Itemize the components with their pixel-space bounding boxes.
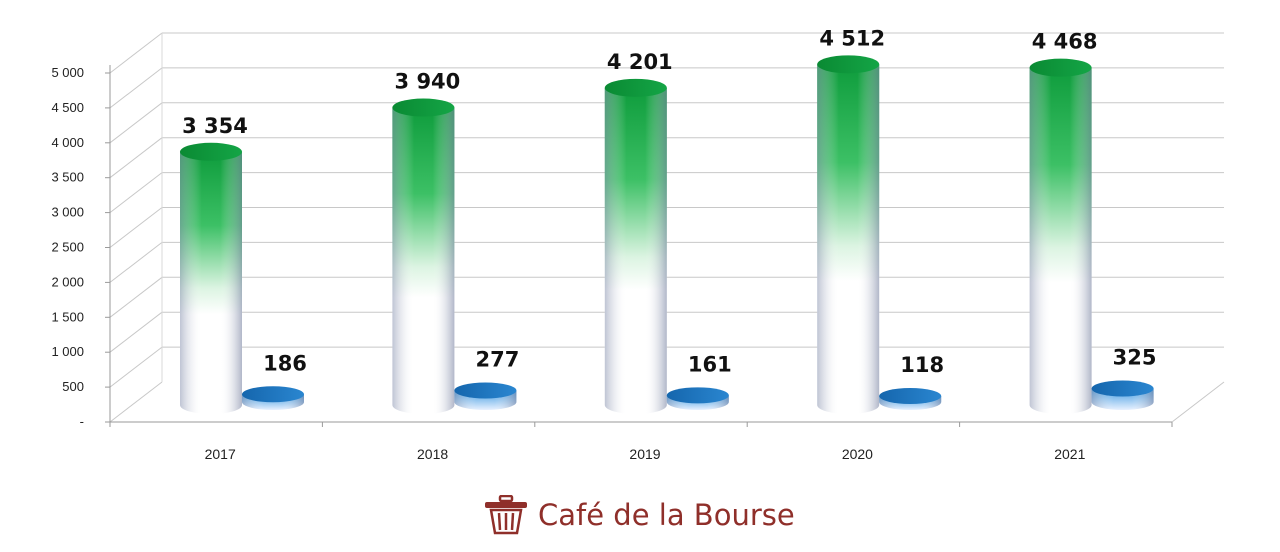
bar-secondary-2020 [879, 388, 942, 410]
bar-primary-2017 [180, 142, 242, 414]
bar-secondary-2017 [242, 386, 304, 410]
bar-secondary-2019 [666, 387, 729, 410]
bar-primary-2021 [1029, 58, 1092, 414]
y-tick-label: - [80, 414, 84, 429]
bar-primary-2017-shade [180, 151, 242, 414]
y-tick-label: 4 500 [51, 100, 84, 115]
y-tick-label: 2 000 [51, 274, 84, 289]
watermark-logo: Café de la Bourse [484, 490, 795, 540]
gridline-side-7 [109, 137, 163, 179]
data-label-primary-2021: 4 468 [1032, 30, 1098, 54]
floor-left-edge [109, 381, 163, 423]
bar-secondary-2018-top [454, 382, 517, 399]
wastebasket-icon [485, 495, 527, 535]
bar-primary-2018-top [392, 98, 455, 117]
data-label-primary-2019: 4 201 [607, 50, 673, 74]
floor-right-edge [1171, 381, 1225, 423]
x-tick-label-2017: 2017 [205, 446, 236, 462]
y-tick-label: 4 000 [51, 135, 84, 150]
gridline-side-10 [109, 32, 163, 74]
bar-secondary-2017-top [242, 386, 304, 403]
bar-primary-2020-top [817, 55, 880, 74]
bar-primary-2019-top [604, 78, 667, 97]
y-tick-label: 1 500 [51, 309, 84, 324]
gridline-side-3 [109, 276, 163, 318]
gridline-side-1 [109, 346, 163, 388]
x-tick-label-2018: 2018 [417, 446, 448, 462]
y-tick-label: 5 000 [51, 65, 84, 80]
x-tick-label-2021: 2021 [1054, 446, 1085, 462]
data-label-secondary-2021: 325 [1113, 346, 1157, 370]
bar-primary-2018 [392, 98, 455, 414]
bar-primary-2021-shade [1029, 67, 1092, 414]
data-label-secondary-2018: 277 [475, 347, 519, 371]
bar-primary-2017-top [180, 142, 242, 161]
y-tick-label: 1 000 [51, 344, 84, 359]
data-label-primary-2017: 3 354 [182, 114, 248, 138]
watermark-text: Café de la Bourse [538, 498, 795, 532]
bar-primary-2018-shade [392, 107, 455, 414]
y-tick-label: 3 000 [51, 205, 84, 220]
y-tick-label: 2 500 [51, 240, 84, 255]
axes: - 500 1 000 1 500 2 000 2 500 3 000 3 500 4 000 4… [51, 65, 1173, 462]
gridline-side-2 [109, 311, 163, 353]
gridline-side-8 [109, 102, 163, 144]
bar-primary-2020-shade [817, 64, 880, 415]
y-tick-label: 3 500 [51, 170, 84, 185]
bar-secondary-2019-top [666, 387, 729, 404]
bar-secondary-2021 [1091, 380, 1154, 410]
gridline-side-6 [109, 172, 163, 213]
bar-secondary-2021-top [1091, 380, 1154, 397]
bar-secondary-2020-top [879, 388, 942, 404]
bar-secondary-2018 [454, 382, 517, 410]
data-label-secondary-2017: 186 [263, 351, 307, 375]
bar-primary-2021-top [1029, 58, 1092, 77]
data-label-primary-2020: 4 512 [819, 26, 885, 50]
data-labels: 3 354 186 3 940 277 4 201 161 4 512 118 4 468 325 [182, 26, 1156, 377]
bar-primary-2020 [817, 55, 880, 415]
gridline-side-9 [109, 67, 163, 109]
data-label-secondary-2019: 161 [688, 352, 732, 376]
bar-primary-2019-shade [604, 87, 667, 415]
bar-primary-2019 [604, 78, 667, 415]
data-label-secondary-2020: 118 [900, 353, 944, 377]
x-tick-label-2020: 2020 [842, 446, 873, 462]
y-tick-label: 500 [62, 379, 84, 394]
bars [180, 55, 1154, 415]
data-label-primary-2018: 3 940 [395, 70, 461, 94]
gridline-side-4 [109, 242, 163, 283]
gridline-side-5 [109, 207, 163, 248]
x-tick-label-2019: 2019 [629, 446, 660, 462]
